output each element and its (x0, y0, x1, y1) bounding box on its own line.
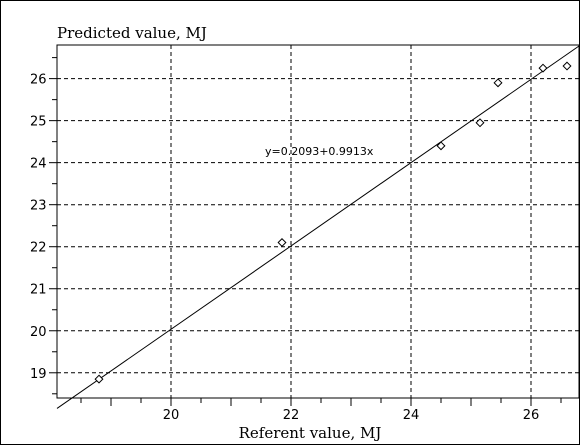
y-axis-title: Predicted value, MJ (57, 24, 207, 42)
data-point-3 (436, 141, 446, 151)
y-tick-label: 21 (30, 283, 47, 298)
x-tick-label: 26 (523, 408, 540, 423)
data-point-7 (562, 61, 572, 71)
y-tick-label: 23 (30, 199, 47, 214)
data-point-4 (475, 118, 485, 128)
y-tick-label: 20 (30, 325, 47, 340)
grid-layer (57, 45, 579, 398)
y-tick-label: 22 (30, 241, 47, 256)
data-point-5 (493, 78, 503, 88)
data-point-1 (94, 374, 104, 384)
y-tick-label: 26 (30, 73, 47, 88)
fit-layer (56, 45, 580, 409)
axis-layer: 20 22 24 26 19 20 21 22 23 24 25 26 (30, 44, 580, 423)
point-layer (94, 61, 572, 384)
y-tick-label: 25 (30, 115, 47, 130)
regression-line (56, 45, 580, 409)
x-tick-label: 24 (403, 408, 420, 423)
x-tick-label: 22 (283, 408, 300, 423)
data-point-2 (277, 238, 287, 248)
x-axis-title: Referent value, MJ (239, 424, 382, 442)
x-tick-label: 20 (163, 408, 180, 423)
data-point-6 (538, 63, 548, 73)
y-tick-label: 19 (30, 367, 47, 382)
regression-equation: y=0.2093+0.9913x (265, 145, 374, 158)
plot-area-border (56, 44, 580, 399)
y-tick-label: 24 (30, 157, 47, 172)
